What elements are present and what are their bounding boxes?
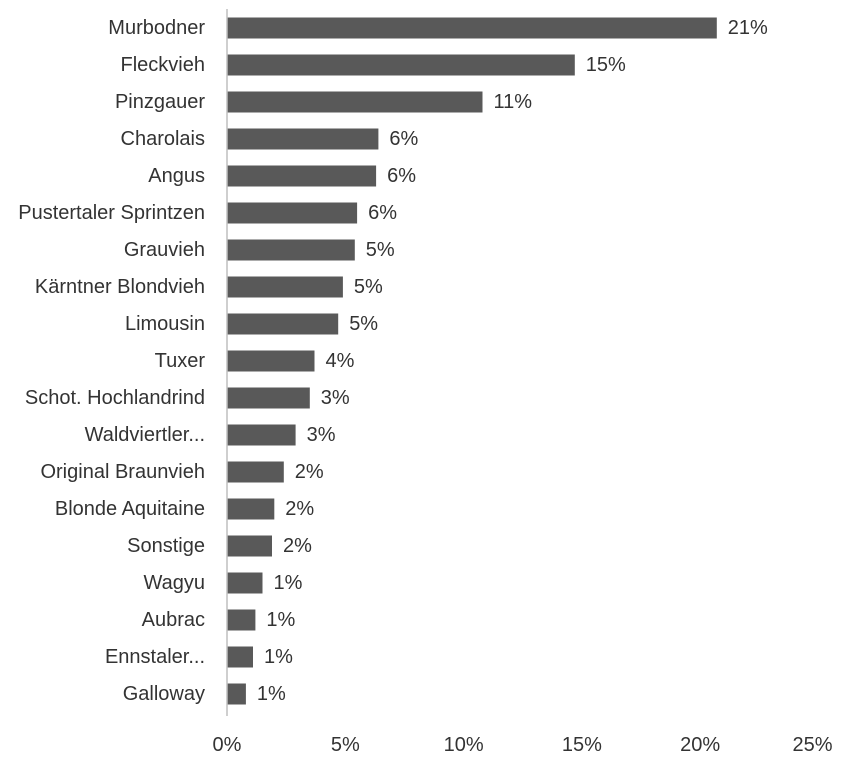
value-label: 15%	[586, 54, 626, 76]
category-label: Ennstaler...	[105, 646, 205, 668]
category-label: Aubrac	[142, 609, 205, 631]
x-tick-label: 0%	[213, 734, 242, 756]
x-tick-label: 10%	[444, 734, 484, 756]
value-labels: 21% 15% 11% 6% 6% 6% 5% 5% 5% 4% 3% 3% 2% 2% 2% 1% 1% 1% 1…	[257, 17, 768, 705]
category-label: Murbodner	[108, 17, 205, 39]
bar	[227, 387, 310, 409]
bar	[227, 276, 343, 298]
category-label: Original Braunvieh	[40, 461, 205, 483]
bar	[227, 202, 358, 224]
x-tick-label: 20%	[680, 734, 720, 756]
bar	[227, 350, 315, 372]
bars-group	[227, 17, 717, 705]
category-label: Angus	[148, 165, 205, 187]
x-axis-ticks: 0% 5% 10% 15% 20% 25%	[213, 734, 833, 756]
value-label: 3%	[307, 424, 336, 446]
x-tick-label: 25%	[792, 734, 832, 756]
value-label: 5%	[349, 313, 378, 335]
category-label: Kärntner Blondvieh	[35, 276, 205, 298]
category-label: Blonde Aquitaine	[55, 498, 205, 520]
value-label: 1%	[274, 572, 303, 594]
value-label: 2%	[285, 498, 314, 520]
category-label: Charolais	[121, 128, 205, 150]
value-label: 4%	[326, 350, 355, 372]
bar	[227, 461, 284, 483]
bar	[227, 17, 717, 39]
category-label: Pustertaler Sprintzen	[18, 202, 205, 224]
value-label: 1%	[266, 609, 295, 631]
category-label: Sonstige	[127, 535, 205, 557]
bar	[227, 54, 575, 76]
value-label: 6%	[387, 165, 416, 187]
value-label: 2%	[295, 461, 324, 483]
category-labels: Murbodner Fleckvieh Pinzgauer Charolais Angu…	[18, 17, 205, 705]
value-label: 1%	[264, 646, 293, 668]
value-label: 11%	[494, 91, 533, 113]
bar	[227, 572, 263, 594]
bar	[227, 313, 339, 335]
value-label: 1%	[257, 683, 286, 705]
x-tick-label: 15%	[562, 734, 602, 756]
value-label: 6%	[368, 202, 397, 224]
category-label: Grauvieh	[124, 239, 205, 261]
value-label: 5%	[366, 239, 395, 261]
category-label: Pinzgauer	[115, 91, 205, 113]
category-label: Galloway	[123, 683, 205, 705]
category-label: Tuxer	[155, 350, 206, 372]
bar	[227, 535, 272, 557]
value-label: 2%	[283, 535, 312, 557]
bar	[227, 239, 355, 261]
bar	[227, 498, 275, 520]
bar	[227, 165, 377, 187]
bar	[227, 91, 483, 113]
value-label: 5%	[354, 276, 383, 298]
bar	[227, 609, 256, 631]
x-tick-label: 5%	[331, 734, 360, 756]
category-label: Schot. Hochlandrind	[25, 387, 205, 409]
value-label: 21%	[728, 17, 768, 39]
category-label: Limousin	[125, 313, 205, 335]
bar	[227, 424, 296, 446]
bar	[227, 128, 379, 150]
category-label: Waldviertler...	[85, 424, 205, 446]
bar	[227, 646, 253, 668]
value-label: 3%	[321, 387, 350, 409]
bar	[227, 683, 246, 705]
value-label: 6%	[389, 128, 418, 150]
category-label: Wagyu	[143, 572, 205, 594]
category-label: Fleckvieh	[121, 54, 205, 76]
